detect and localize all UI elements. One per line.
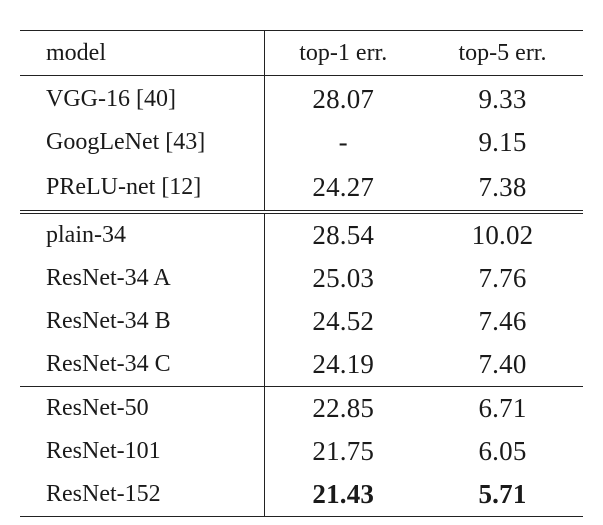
top5-error-value: 6.05 xyxy=(478,436,527,466)
table-header: model top-1 err. top-5 err. xyxy=(20,30,583,76)
top1-error-value: - xyxy=(263,121,422,164)
table-row: GoogLeNet [43] - 9.15 xyxy=(20,121,583,164)
top5-error-value: 7.40 xyxy=(422,343,583,387)
table-row: VGG-16 [40] 28.07 9.33 xyxy=(20,75,583,121)
top5-error-value: 7.76 xyxy=(478,263,527,293)
model-name: ResNet-50 xyxy=(46,395,149,421)
model-name: PReLU-net [12] xyxy=(20,164,264,214)
top5-error-value: 7.46 xyxy=(478,306,527,336)
table-row-best-result: ResNet-152 21.43 5.71 xyxy=(20,473,583,517)
top1-error-value: 22.85 xyxy=(263,386,422,430)
top1-error-value: 24.19 xyxy=(263,343,422,387)
group-34-layer-models: plain-34 28.54 10.02 ResNet-34 A 25.03 7… xyxy=(20,212,583,387)
error-rate-table: model top-1 err. top-5 err. VGG-16 [40] … xyxy=(20,30,583,517)
group-published-models: VGG-16 [40] 28.07 9.33 GoogLeNet [43] - … xyxy=(20,75,583,214)
model-name: ResNet-34 A xyxy=(46,265,171,291)
model-name: VGG-16 [40] xyxy=(46,86,176,112)
model-name: ResNet-34 C xyxy=(20,343,264,387)
header-model: model xyxy=(20,30,264,76)
top5-error-value: 6.71 xyxy=(478,393,527,423)
table-row: ResNet-34 A 25.03 7.76 xyxy=(20,257,583,300)
table-row: ResNet-34 C 24.19 7.40 xyxy=(20,343,583,387)
top5-error-value: 7.38 xyxy=(422,164,583,214)
top5-error-value: 9.33 xyxy=(478,84,527,114)
table-row: ResNet-101 21.75 6.05 xyxy=(20,430,583,473)
table-row: ResNet-34 B 24.52 7.46 xyxy=(20,300,583,343)
top1-error-value: 21.75 xyxy=(263,430,422,473)
group-deep-resnet-models: ResNet-50 22.85 6.71 ResNet-101 21.75 6.… xyxy=(20,386,583,517)
top5-error-value-best: 5.71 xyxy=(422,473,583,517)
table-row: PReLU-net [12] 24.27 7.38 xyxy=(20,164,583,214)
model-name: plain-34 xyxy=(46,222,126,248)
model-name: ResNet-152 xyxy=(20,473,264,517)
top5-error-value: 10.02 xyxy=(471,220,534,250)
top5-error-value: 9.15 xyxy=(478,127,527,157)
header-row: model top-1 err. top-5 err. xyxy=(20,30,583,76)
top1-error-value: 25.03 xyxy=(263,257,422,300)
table-row: ResNet-50 22.85 6.71 xyxy=(20,386,583,430)
top1-error-value-best: 21.43 xyxy=(263,473,422,517)
header-top5-error: top-5 err. xyxy=(422,30,583,76)
top1-error-value: 28.54 xyxy=(263,212,422,257)
table-row: plain-34 28.54 10.02 xyxy=(20,212,583,257)
top1-error-value: 24.52 xyxy=(263,300,422,343)
model-name: GoogLeNet [43] xyxy=(46,129,206,155)
top1-error-value: 24.27 xyxy=(263,164,422,214)
model-name: ResNet-101 xyxy=(46,438,161,464)
model-name: ResNet-34 B xyxy=(46,308,171,334)
top1-error-value: 28.07 xyxy=(263,75,422,121)
header-top1-error: top-1 err. xyxy=(263,30,422,76)
results-table-container: model top-1 err. top-5 err. VGG-16 [40] … xyxy=(20,30,583,517)
